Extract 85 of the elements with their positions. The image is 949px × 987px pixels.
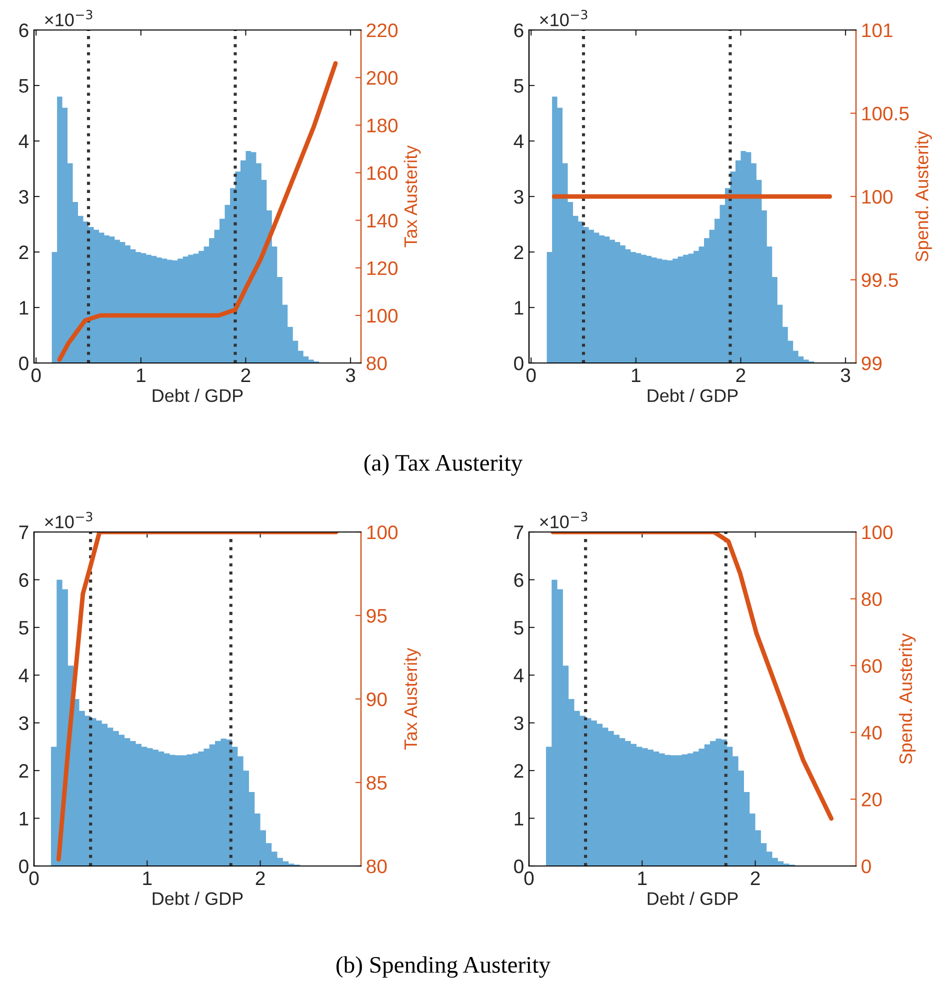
y2-tick-label: 80 — [862, 592, 882, 606]
y-tick-label: 2 — [514, 764, 524, 778]
y-tick-label: 6 — [514, 23, 524, 38]
y-tick-label: 1 — [514, 301, 524, 315]
x-tick-label: 2 — [256, 871, 265, 885]
text: (a) Tax Austerity — [364, 454, 523, 476]
line-series — [57, 61, 338, 362]
x-axis-title: Debt / GDP — [648, 892, 738, 906]
text: ×10$^{−3}$ — [45, 10, 92, 26]
y2-axis-title: Tax Austerity — [404, 648, 421, 750]
y2-tick-label: 100 — [862, 525, 893, 540]
y-tick-label: 4 — [18, 668, 29, 682]
y-tick-label: 5 — [19, 621, 28, 635]
text: ×10$^{−3}$ — [540, 10, 588, 26]
y-tick-label: 6 — [514, 573, 524, 587]
y-tick-label: 3 — [19, 716, 28, 730]
y2-tick-label: 99 — [862, 356, 882, 370]
x-tick-label: 2 — [241, 368, 250, 382]
x-axis-title: Debt / GDP — [152, 388, 243, 402]
text: ×10$^{−3}$ — [45, 512, 92, 528]
y2-tick-label: 100.5 — [862, 106, 909, 120]
y-tick-label: 7 — [514, 526, 524, 540]
y-tick-label: 5 — [514, 79, 524, 93]
y-tick-label: 1 — [20, 812, 28, 826]
x-tick-label: 2 — [750, 871, 760, 885]
y-tick-label: 2 — [19, 764, 28, 778]
x-tick-label: 0 — [526, 368, 536, 382]
y-tick-label: 1 — [20, 301, 28, 315]
y-tick-label: 2 — [514, 245, 524, 260]
x-tick-label: 3 — [840, 368, 850, 382]
y2-tick-label: 80 — [366, 859, 387, 874]
x-tick-label: 3 — [346, 368, 356, 382]
y-tick-label: 4 — [514, 134, 524, 148]
y2-tick-label: 0 — [862, 859, 871, 874]
y-tick-label: 5 — [19, 79, 28, 93]
y2-axis-title: Spend. Austerity — [915, 130, 932, 262]
y-tick-label: 0 — [19, 859, 28, 874]
x-tick-label: 0 — [524, 871, 534, 886]
line-series — [56, 532, 338, 862]
x-tick-label: 1 — [136, 368, 146, 382]
y-tick-label: 5 — [514, 621, 524, 635]
y-tick-label: 2 — [19, 245, 28, 260]
x-tick-label: 1 — [638, 872, 647, 885]
y2-tick-label: 100 — [367, 525, 398, 540]
y2-tick-label: 40 — [861, 726, 882, 740]
line-series — [550, 532, 834, 821]
y-tick-label: 6 — [19, 23, 28, 38]
y2-tick-label: 60 — [862, 659, 882, 673]
x-tick-label: 1 — [632, 368, 640, 382]
y-tick-label: 3 — [514, 716, 524, 730]
x-tick-label: 0 — [31, 368, 41, 382]
y2-axis-title: Spend. Austerity — [898, 633, 916, 764]
y2-tick-label: 85 — [366, 776, 387, 790]
y2-tick-label: 95 — [366, 608, 387, 623]
x-axis-title: Debt / GDP — [152, 892, 243, 906]
y2-tick-label: 200 — [366, 71, 398, 85]
x-tick-label: 0 — [29, 871, 39, 886]
y2-tick-label: 160 — [367, 166, 398, 180]
y-tick-label: 4 — [18, 134, 29, 148]
y2-tick-label: 120 — [367, 261, 398, 276]
y-tick-label: 3 — [19, 190, 28, 204]
text: (b) Spending Austerity — [336, 956, 550, 978]
y2-tick-label: 140 — [367, 214, 398, 228]
y2-tick-label: 180 — [367, 118, 398, 132]
y2-tick-label: 20 — [862, 792, 882, 806]
y2-tick-label: 100 — [862, 190, 893, 204]
x-axis-title: Debt / GDP — [648, 388, 738, 402]
y2-tick-label: 220 — [366, 23, 398, 38]
y2-tick-label: 90 — [366, 692, 387, 706]
y2-tick-label: 100 — [367, 308, 398, 323]
y-tick-label: 7 — [19, 526, 28, 540]
y-tick-label: 1 — [514, 812, 524, 826]
y2-axis-title: Tax Austerity — [404, 145, 421, 248]
text: ×10$^{−3}$ — [540, 512, 588, 528]
y-tick-label: 0 — [514, 859, 524, 874]
y-tick-label: 3 — [514, 190, 524, 204]
y2-tick-label: 99.5 — [862, 273, 898, 287]
y2-tick-label: 80 — [366, 356, 387, 370]
x-tick-label: 2 — [736, 368, 746, 382]
y-tick-label: 0 — [19, 356, 28, 370]
y2-tick-label: 101 — [862, 23, 892, 38]
x-tick-label: 1 — [143, 872, 152, 885]
y-tick-label: 4 — [514, 668, 524, 682]
y-tick-label: 6 — [19, 573, 28, 587]
y-tick-label: 0 — [514, 356, 524, 370]
